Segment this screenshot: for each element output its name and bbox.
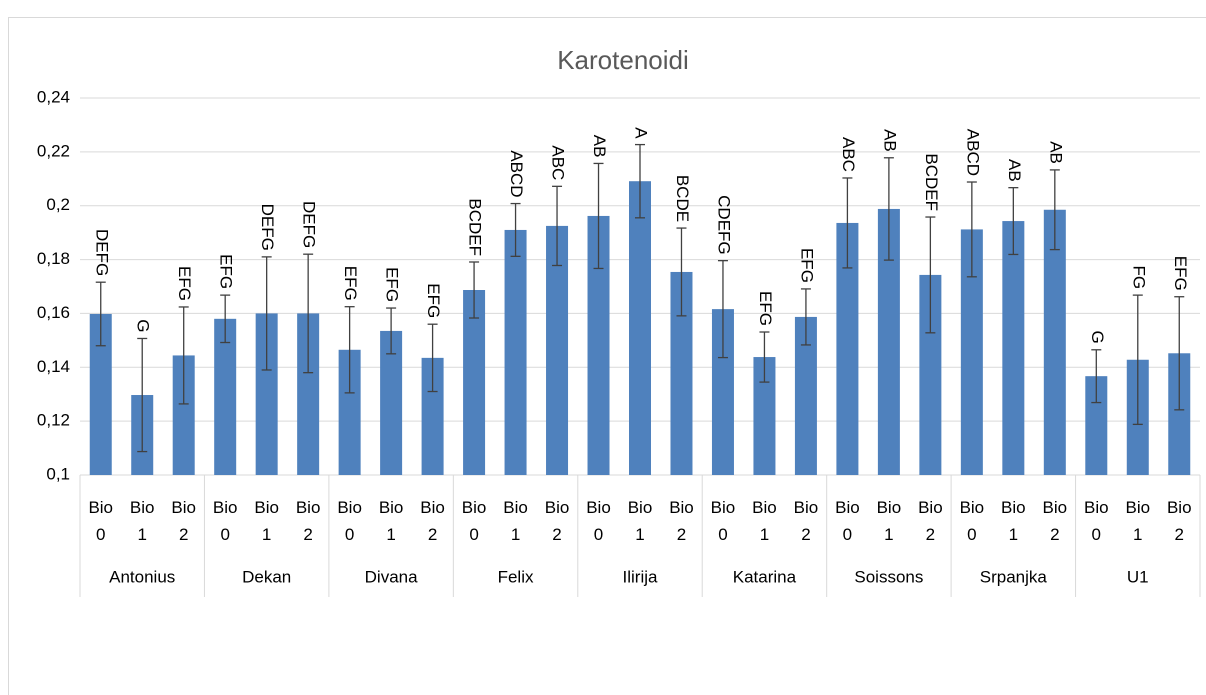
bar <box>877 208 900 475</box>
chart-title: Karotenoidi <box>557 45 689 75</box>
x-tick-label: Bio 2 <box>171 498 196 544</box>
y-tick-label: 0,14 <box>37 357 70 376</box>
y-tick-label: 0,24 <box>37 87 70 106</box>
x-tick-label: Bio 1 <box>877 498 902 544</box>
x-tick-label: Bio 1 <box>752 498 777 544</box>
data-label: ABC <box>549 145 568 180</box>
data-label: FG <box>1129 266 1148 290</box>
bar <box>836 222 859 475</box>
x-tick-label: Bio 1 <box>1125 498 1150 544</box>
data-label: EFG <box>175 266 194 301</box>
data-label: AB <box>590 135 609 158</box>
x-tick-label: Bio 0 <box>835 498 860 544</box>
bar <box>794 316 817 475</box>
data-label: DEFG <box>300 201 319 248</box>
x-tick-label: Bio 0 <box>88 498 113 544</box>
data-label: DEFG <box>258 204 277 251</box>
y-tick-label: 0,22 <box>37 141 70 160</box>
data-label: AB <box>1046 141 1065 164</box>
x-tick-label: Bio 1 <box>254 498 279 544</box>
bar <box>546 225 569 475</box>
group-label: Katarina <box>733 567 797 586</box>
bar <box>753 357 776 475</box>
x-tick-label: Bio 2 <box>545 498 570 544</box>
y-tick-label: 0,2 <box>46 195 70 214</box>
group-label: Divana <box>365 567 418 586</box>
y-tick-label: 0,16 <box>37 303 70 322</box>
x-tick-label: Bio 0 <box>586 498 611 544</box>
data-label: EFG <box>383 267 402 302</box>
bar <box>463 290 486 475</box>
bar <box>711 309 734 475</box>
x-tick-label: Bio 2 <box>794 498 819 544</box>
data-label: ABCD <box>963 129 982 176</box>
bar <box>255 313 278 475</box>
data-label: G <box>1088 331 1107 344</box>
x-tick-label: Bio 2 <box>1043 498 1068 544</box>
data-label: EFG <box>797 248 816 283</box>
bar <box>587 215 610 475</box>
bar <box>380 330 403 475</box>
x-tick-label: Bio 1 <box>628 498 653 544</box>
data-label: DEFG <box>92 229 111 276</box>
bar <box>89 313 112 475</box>
group-label: Srpanjka <box>980 567 1048 586</box>
bar <box>172 355 195 475</box>
data-label: AB <box>880 129 899 152</box>
data-label: BCDE <box>673 175 692 222</box>
bar <box>1168 353 1191 475</box>
data-label: EFG <box>341 266 360 301</box>
x-tick-label: Bio 0 <box>1084 498 1109 544</box>
data-label: BCDEF <box>466 198 485 256</box>
bar <box>629 181 651 475</box>
x-tick-label: Bio 0 <box>213 498 238 544</box>
bar <box>504 229 527 475</box>
x-tick-label: Bio 2 <box>420 498 445 544</box>
group-label: U1 <box>1127 567 1149 586</box>
data-label: EFG <box>1171 256 1190 291</box>
group-label: Antonius <box>109 567 175 586</box>
group-label: Felix <box>498 567 534 586</box>
data-label: EFG <box>756 291 775 326</box>
data-label: BCDEF <box>922 153 941 211</box>
bar <box>1043 209 1066 475</box>
y-tick-label: 0,1 <box>46 464 70 483</box>
data-label: EFG <box>424 283 443 318</box>
y-tick-label: 0,12 <box>37 411 70 430</box>
x-tick-label: Bio 0 <box>337 498 362 544</box>
x-tick-label: Bio 0 <box>462 498 487 544</box>
x-tick-label: Bio 1 <box>1001 498 1026 544</box>
x-tick-label: Bio 2 <box>296 498 321 544</box>
y-tick-label: 0,18 <box>37 249 70 268</box>
x-tick-label: Bio 0 <box>711 498 736 544</box>
data-label: CDEFG <box>714 195 733 255</box>
bar <box>214 318 237 475</box>
bar <box>297 313 320 475</box>
x-tick-label: Bio 1 <box>503 498 528 544</box>
data-label: G <box>134 319 153 332</box>
data-label: EFG <box>217 254 236 289</box>
group-label: Soissons <box>854 567 923 586</box>
group-label: Dekan <box>242 567 291 586</box>
bar <box>338 349 361 475</box>
group-label: Ilirija <box>623 567 658 586</box>
bar <box>421 357 444 475</box>
data-label: AB <box>1005 159 1024 182</box>
data-label: ABCD <box>507 150 526 197</box>
data-label: ABC <box>839 137 858 172</box>
x-tick-label: Bio 0 <box>960 498 985 544</box>
bar <box>1085 376 1108 475</box>
x-tick-label: Bio 1 <box>379 498 404 544</box>
bar <box>1002 221 1025 475</box>
bar <box>670 271 693 475</box>
bar <box>919 274 942 475</box>
x-tick-label: Bio 2 <box>1167 498 1192 544</box>
x-tick-label: Bio 1 <box>130 498 155 544</box>
bar <box>960 229 983 475</box>
data-label: A <box>632 127 651 139</box>
x-tick-label: Bio 2 <box>918 498 943 544</box>
x-tick-label: Bio 2 <box>669 498 694 544</box>
